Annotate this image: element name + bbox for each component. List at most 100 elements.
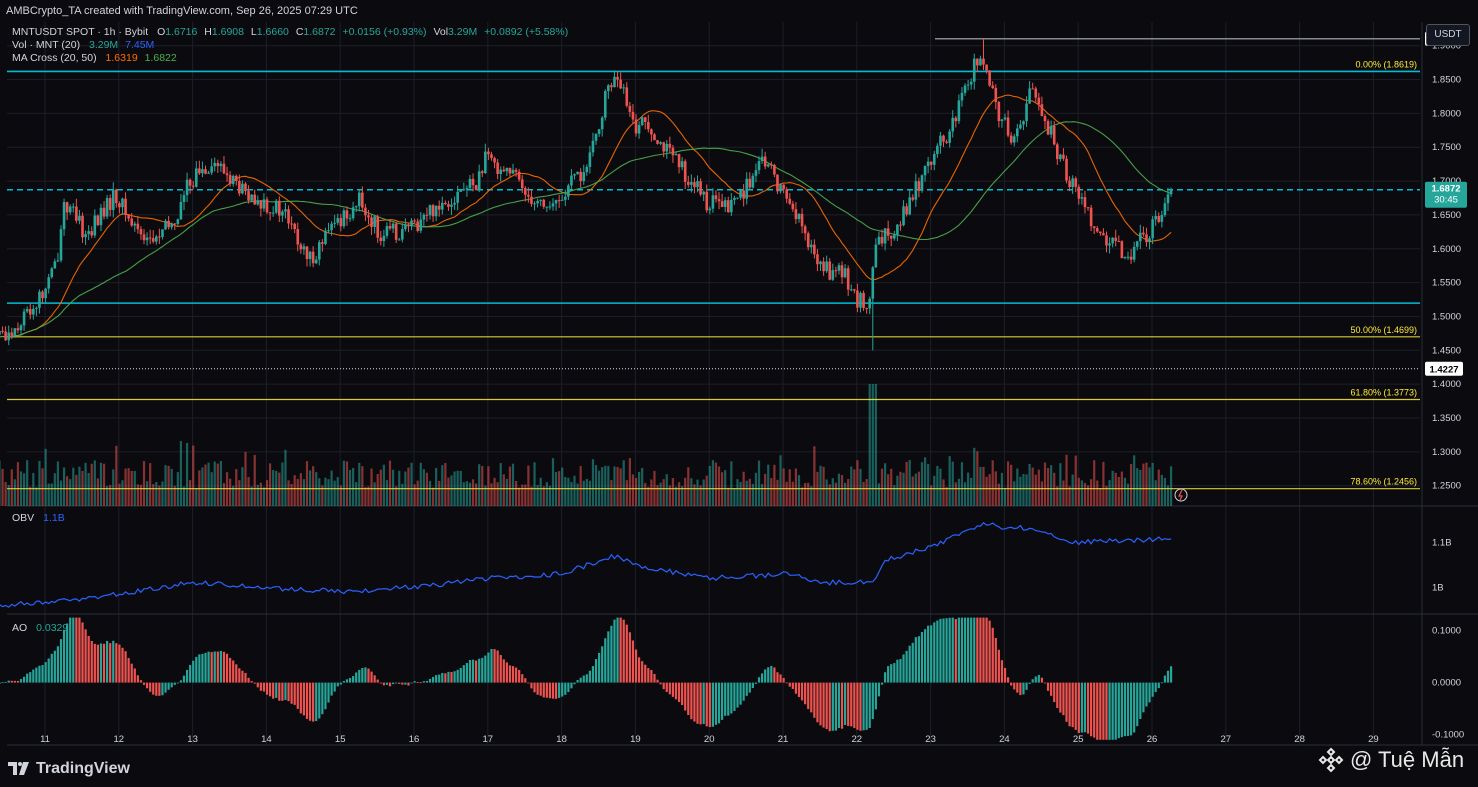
candle-body (293, 223, 296, 230)
volume-bar (428, 480, 432, 506)
candle-body (198, 168, 201, 174)
candle-body (1052, 126, 1056, 145)
candle-body (560, 199, 564, 201)
volume-bar (659, 482, 662, 506)
ao-bar (164, 682, 167, 693)
volume-bar (536, 485, 539, 506)
candle-body (1077, 186, 1081, 199)
volume-bar (957, 478, 960, 506)
candle-body (124, 198, 127, 215)
candle-body (1006, 117, 1010, 136)
volume-bar (828, 484, 831, 506)
ao-bar (1126, 682, 1130, 737)
candle-body (142, 234, 146, 241)
volume-bar (253, 455, 256, 506)
ao-bar (862, 682, 865, 731)
ao-bar (268, 682, 272, 697)
ao-bar (665, 682, 668, 692)
ao-bar (530, 682, 533, 689)
candle-body (979, 58, 982, 66)
candle-body (976, 58, 979, 66)
ao-bar (564, 682, 567, 695)
volume-bar (1148, 467, 1151, 506)
ao-legend[interactable]: AO 0.0329 (12, 622, 68, 634)
ao-bar (1114, 682, 1117, 740)
volume-bar (370, 468, 373, 506)
candle-body (321, 242, 324, 244)
candle-body (570, 175, 573, 186)
volume-bar (10, 469, 13, 506)
volume-bar (880, 468, 884, 506)
candle-body (161, 229, 164, 237)
volume-bar (201, 467, 204, 506)
ao-bar (828, 682, 831, 732)
volume-bar (607, 465, 610, 506)
volume-bar (302, 479, 306, 506)
candle-body (686, 181, 690, 185)
candle-body (401, 229, 404, 240)
ao-bar (610, 625, 613, 683)
candle-body (444, 202, 447, 205)
ao-bar (714, 682, 718, 725)
ao-bar (7, 680, 10, 683)
candle-body (379, 237, 383, 242)
volume-bar (170, 468, 173, 506)
candle-body (324, 230, 327, 244)
candle-body (241, 183, 244, 194)
ao-histogram (0, 617, 1173, 740)
candle-body (1089, 207, 1093, 227)
volume-bar (634, 477, 638, 506)
ao-bar (708, 682, 711, 728)
volume-bar (481, 465, 484, 506)
open-value: 1.6716 (165, 26, 198, 38)
ma-cross-legend[interactable]: MA Cross (20, 50) 1.6319 1.6822 (12, 52, 177, 64)
currency-button[interactable]: USDT (1426, 24, 1470, 46)
ao-bar (576, 680, 579, 683)
candle-body (985, 64, 988, 71)
ao-bar (345, 679, 349, 683)
volume-bar (524, 484, 527, 506)
ao-bar (936, 620, 939, 683)
obv-legend[interactable]: OBV 1.1B (12, 512, 65, 524)
ao-bar (939, 618, 942, 683)
candle-body (1062, 154, 1065, 159)
volume-bar (213, 461, 216, 506)
candle-body (56, 260, 60, 262)
candle-body (557, 200, 561, 202)
candle-body (936, 145, 939, 155)
candle-body (1009, 135, 1013, 143)
candle-body (1105, 235, 1108, 246)
candle-body (468, 178, 472, 189)
candle-body (671, 147, 675, 156)
volume-bar (321, 485, 324, 506)
candle-body (711, 195, 715, 209)
ao-bar (404, 682, 407, 685)
symbol-legend[interactable]: MNTUSDT SPOT · 1h · Bybit O1.6716 H1.690… (12, 26, 568, 38)
ao-bar (259, 682, 262, 691)
candle-body (62, 202, 66, 230)
time-tick-label: 18 (556, 734, 567, 745)
fib-level-label: 50.00% (1.4699) (1350, 325, 1417, 335)
ao-bar (253, 682, 256, 684)
volume-bar (641, 467, 644, 506)
volume-legend[interactable]: Vol · MNT (20) 3.29M 7.45M (12, 39, 154, 51)
candle-body (554, 200, 558, 204)
candle-body (582, 172, 586, 182)
candle-body (1046, 121, 1050, 135)
volume-bar (708, 465, 711, 506)
candle-body (1157, 216, 1161, 222)
ao-bar (536, 682, 539, 695)
price-tick-label: 1.7500 (1432, 142, 1461, 153)
candle-body (616, 76, 619, 80)
candle-body (1080, 197, 1084, 199)
volume-bar (287, 480, 290, 506)
ao-bar (318, 682, 321, 719)
volume-bar (1010, 464, 1013, 506)
volume-bar (767, 464, 770, 506)
candle-body (370, 217, 373, 227)
volume-bar (75, 474, 78, 506)
volume-bar (877, 483, 881, 506)
volume-bar (727, 487, 730, 506)
ao-bar (588, 670, 591, 683)
